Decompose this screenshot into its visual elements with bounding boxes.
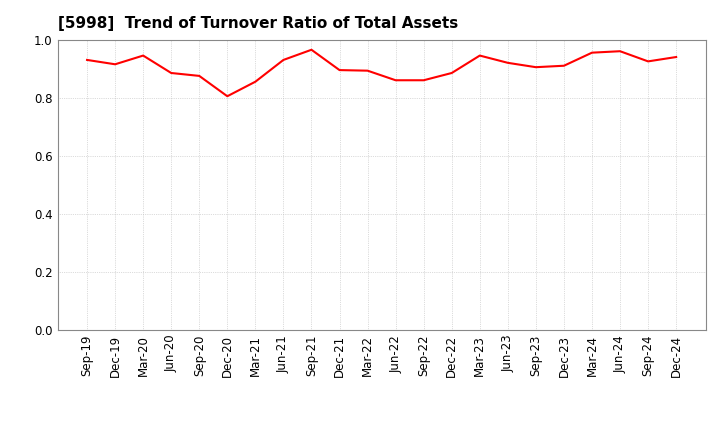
Text: [5998]  Trend of Turnover Ratio of Total Assets: [5998] Trend of Turnover Ratio of Total … [58,16,458,32]
